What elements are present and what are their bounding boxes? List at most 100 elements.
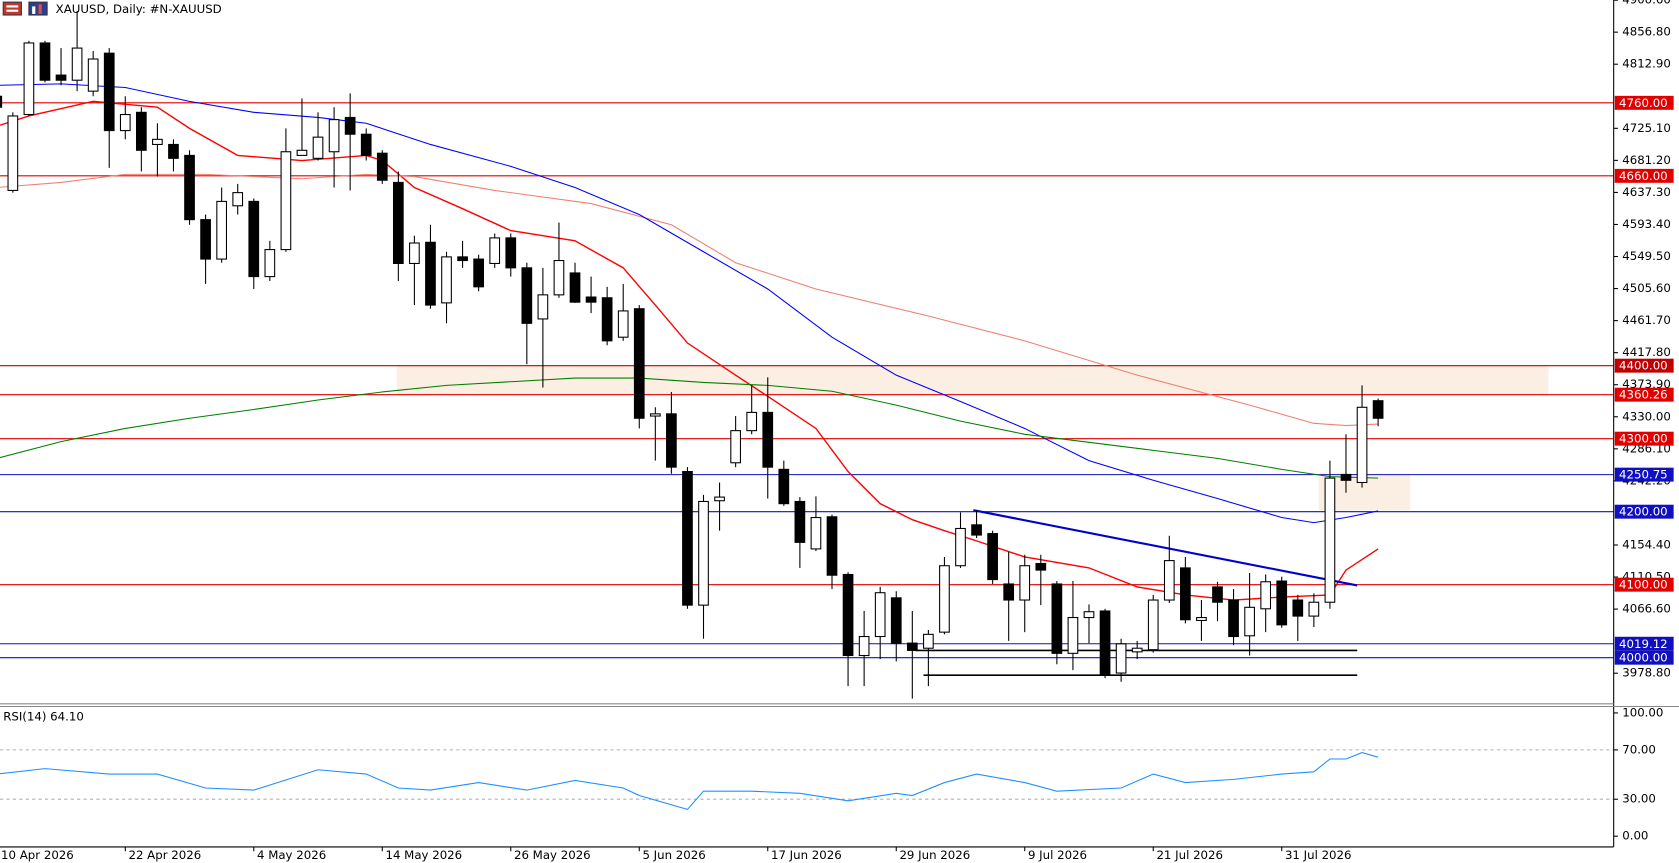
y-tick-label: 4505.60 xyxy=(1622,281,1671,295)
candle-body xyxy=(1115,643,1127,674)
candle-body xyxy=(617,310,629,338)
y-tick-label: 100.00 xyxy=(1622,705,1663,719)
y-tick-label: 4154.40 xyxy=(1622,537,1671,551)
candle-body xyxy=(441,256,452,304)
candle-body xyxy=(296,149,308,156)
candle-body xyxy=(200,219,211,260)
candle-body xyxy=(955,527,966,567)
level-label-box xyxy=(1614,387,1674,402)
candle-body xyxy=(505,237,517,269)
candle-body xyxy=(1260,581,1272,610)
candle-body xyxy=(923,633,934,649)
candle-body xyxy=(248,200,260,278)
x-tick-label: 10 Apr 2026 xyxy=(1,848,74,862)
candle-body xyxy=(23,42,35,116)
x-tick-label: 29 Jun 2026 xyxy=(899,848,970,862)
candle-body xyxy=(1067,617,1079,654)
level-label-box xyxy=(1614,577,1674,592)
x-tick-label: 4 May 2026 xyxy=(257,848,326,862)
candle-body xyxy=(152,138,163,145)
moving-average xyxy=(0,83,1379,524)
candle-body xyxy=(714,496,725,502)
candle-body xyxy=(537,294,549,320)
level-label-box xyxy=(1614,504,1674,519)
rsi-title: RSI(14) 64.10 xyxy=(3,710,84,724)
candle-body xyxy=(1340,473,1352,481)
candle-body xyxy=(328,119,340,153)
level-label: 4100.00 xyxy=(1619,578,1668,592)
candle-body xyxy=(971,524,982,536)
candle-body xyxy=(1147,599,1159,651)
level-label: 4760.00 xyxy=(1619,96,1668,110)
candle-body xyxy=(168,143,179,159)
level-label-box xyxy=(1614,431,1674,446)
candle-body xyxy=(633,308,645,419)
candle-body xyxy=(826,516,838,576)
candle-body xyxy=(939,565,950,633)
candle-body xyxy=(730,430,741,464)
candle-body xyxy=(842,573,854,657)
candle-body xyxy=(392,181,404,264)
candle-body xyxy=(1035,562,1047,571)
candle-body xyxy=(1131,647,1143,653)
y-tick-label: 4593.40 xyxy=(1622,217,1671,231)
y-tick-label: 4725.10 xyxy=(1622,121,1671,135)
moving-average xyxy=(0,173,1379,427)
y-tick-label: 4066.60 xyxy=(1622,602,1671,616)
rsi-panel xyxy=(0,749,1614,811)
zone xyxy=(396,365,1549,395)
candle-body xyxy=(778,468,790,505)
icon xyxy=(32,6,36,14)
candle-body xyxy=(1083,611,1095,619)
candle-body xyxy=(216,200,228,260)
y-tick-label: 30.00 xyxy=(1622,792,1656,806)
level-label-box xyxy=(1614,650,1674,665)
candle-body xyxy=(425,241,436,306)
candle-body xyxy=(312,136,324,159)
price-panel xyxy=(0,10,1614,699)
level-label-box xyxy=(1614,467,1674,482)
candle-body xyxy=(682,470,693,606)
candle-body xyxy=(1372,400,1384,419)
candle-body xyxy=(1019,565,1031,601)
level-label: 4300.00 xyxy=(1619,432,1668,446)
candle-body xyxy=(376,152,388,181)
level-label: 4250.75 xyxy=(1619,468,1668,482)
level-label-box xyxy=(1614,358,1674,373)
candle-body xyxy=(119,113,131,132)
candle-body xyxy=(874,592,886,638)
y-tick-label: 70.00 xyxy=(1622,742,1656,756)
candle-body xyxy=(473,258,484,288)
candle-body xyxy=(858,635,870,657)
candle-body xyxy=(794,500,806,543)
candle-body xyxy=(553,259,565,296)
candle-body xyxy=(1196,617,1207,622)
candle-body xyxy=(1003,583,1015,601)
candle-body xyxy=(1276,580,1288,626)
y-tick-label: 4900.60 xyxy=(1622,0,1671,7)
candle-body xyxy=(1356,406,1368,484)
candle-body xyxy=(135,111,147,151)
candle-body xyxy=(666,413,677,468)
candle-body xyxy=(409,242,420,264)
level-label: 4019.12 xyxy=(1619,637,1668,651)
level-label-box xyxy=(1614,168,1674,183)
x-tick-label: 22 Apr 2026 xyxy=(128,848,201,862)
icon xyxy=(28,1,48,16)
candle-body xyxy=(55,74,67,81)
candle-body xyxy=(457,256,468,262)
level-label-box xyxy=(1614,95,1674,110)
level-label: 4400.00 xyxy=(1619,359,1668,373)
x-tick-label: 17 Jun 2026 xyxy=(771,848,842,862)
y-tick-label: 4549.50 xyxy=(1622,249,1671,263)
candle-body xyxy=(264,249,276,278)
y-tick-label: 4681.20 xyxy=(1622,153,1671,167)
candle-body xyxy=(1163,560,1175,601)
trendline xyxy=(973,509,1358,587)
candle-body xyxy=(762,411,774,468)
candle-body xyxy=(1099,610,1111,676)
candle-body xyxy=(810,516,822,550)
x-tick-label: 26 May 2026 xyxy=(514,848,591,862)
